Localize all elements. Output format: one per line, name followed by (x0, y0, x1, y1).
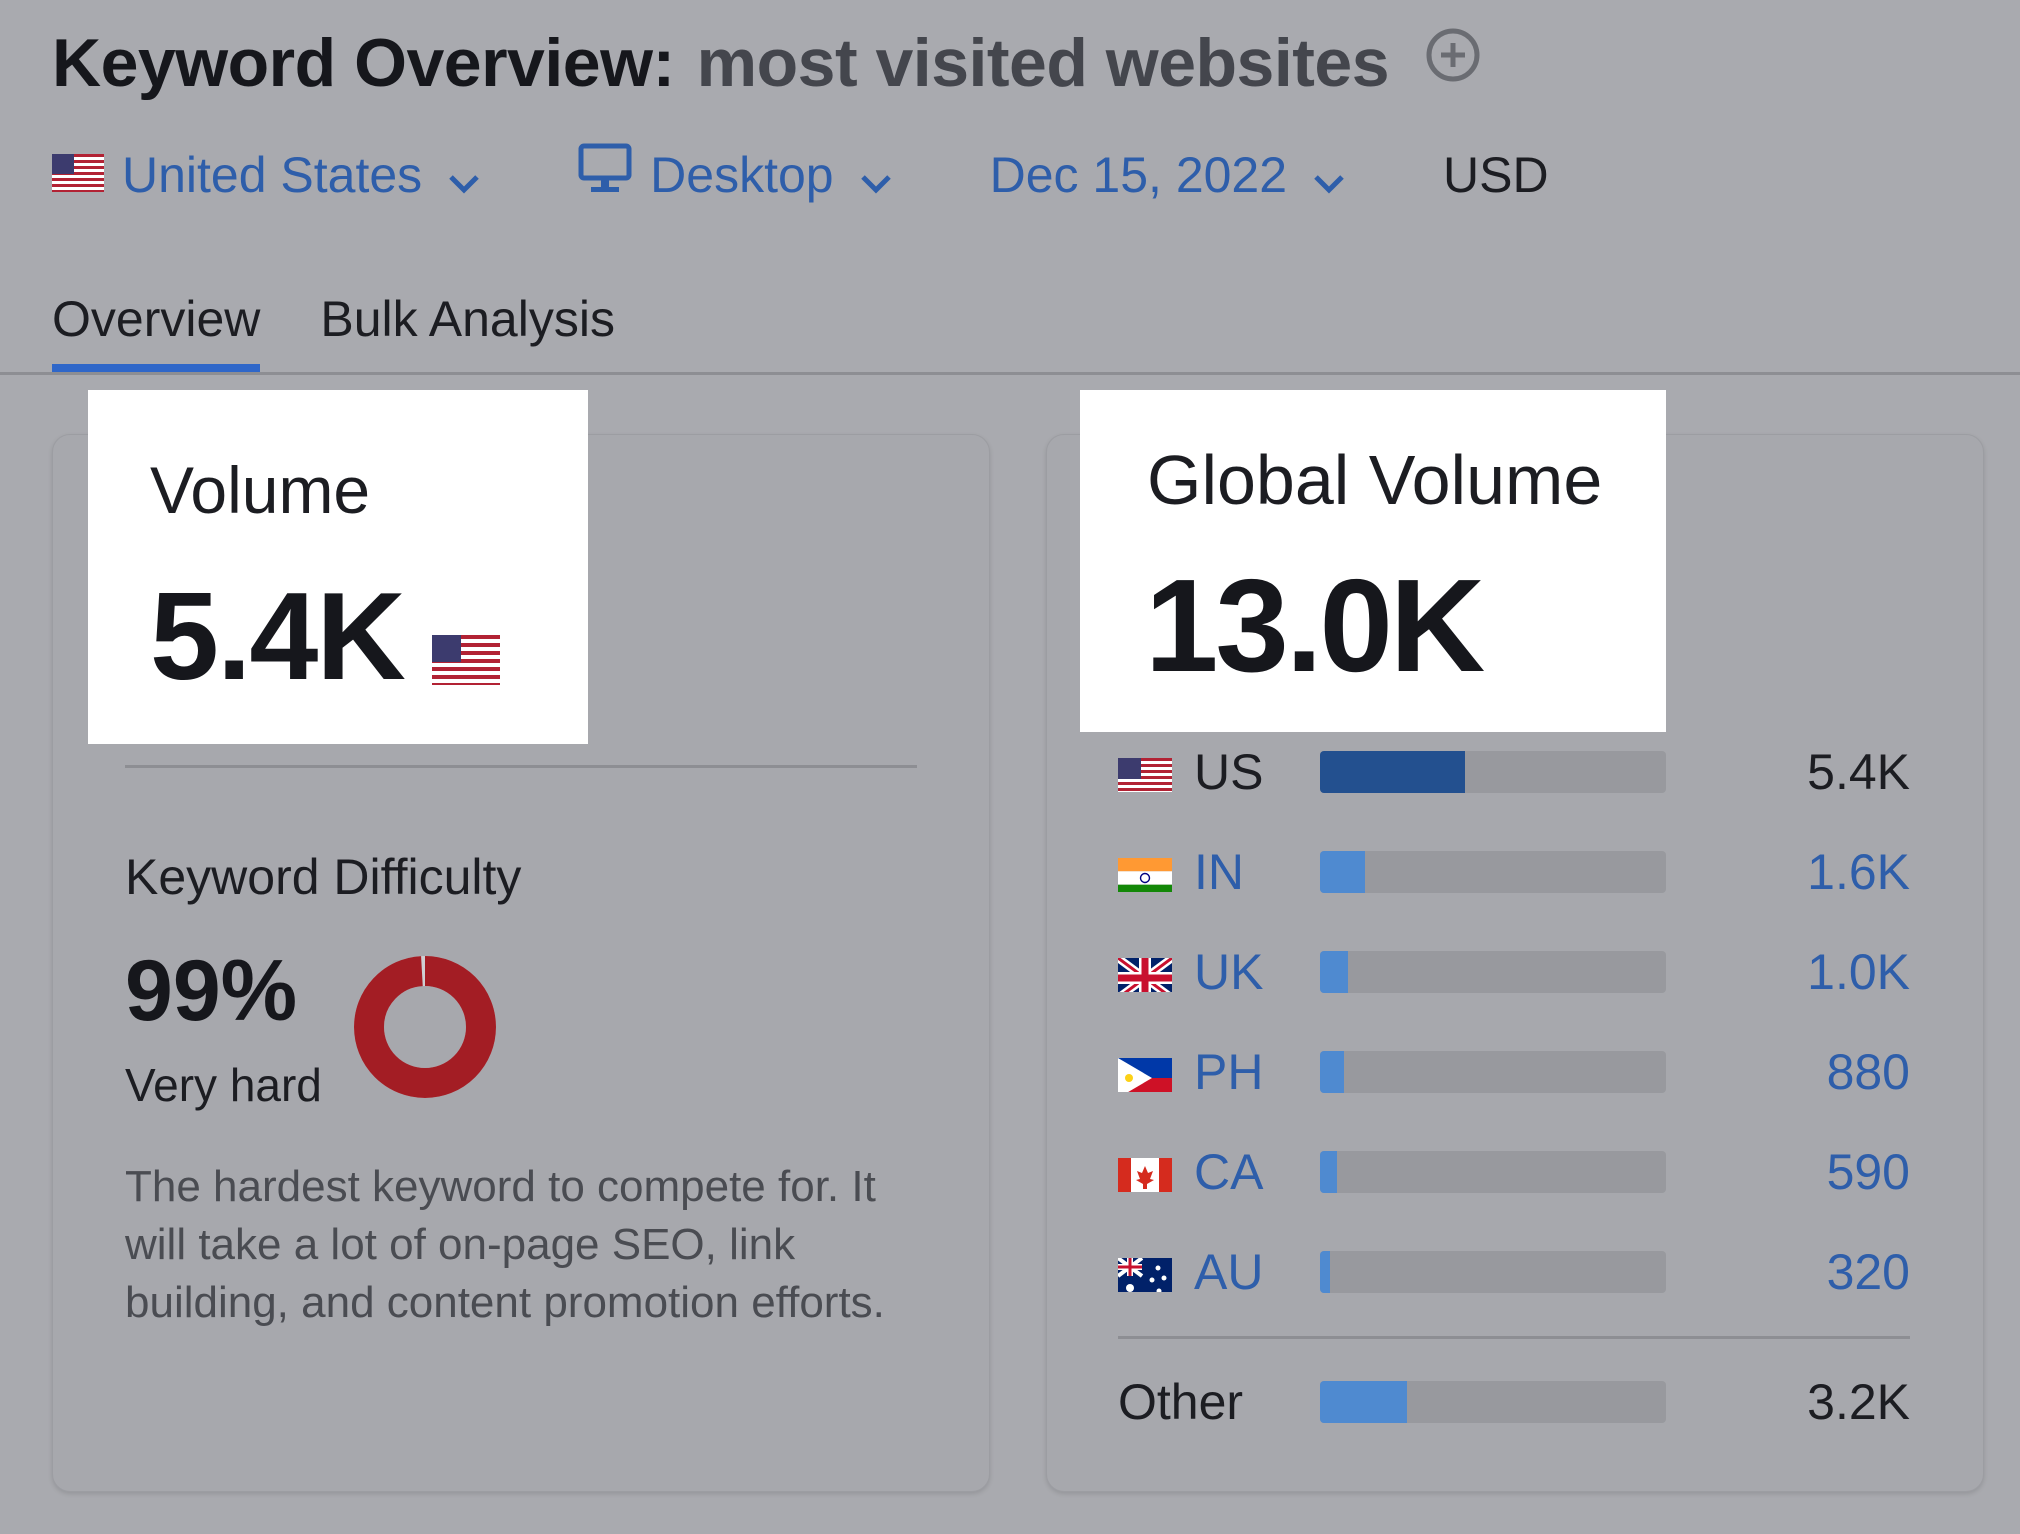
philippines-flag-icon (1118, 1052, 1172, 1092)
chevron-down-icon (858, 149, 894, 207)
country-code[interactable]: PH (1194, 1044, 1264, 1100)
difficulty-donut (350, 952, 500, 1107)
volume-bar-fill (1320, 1151, 1338, 1193)
device-label: Desktop (650, 147, 834, 203)
us-flag-icon (52, 146, 104, 204)
volume-bar-fill (1320, 751, 1466, 793)
volume-number: 5.4K (150, 568, 406, 706)
country-row-au[interactable]: AU 320 (1118, 1242, 1910, 1302)
volume-bar (1320, 1251, 1666, 1293)
volume-bar-fill (1320, 1251, 1331, 1293)
uk-flag-icon (1118, 952, 1172, 992)
chevron-down-icon (1311, 149, 1347, 207)
filter-bar: United States Desktop Dec 15, 2022 USD (52, 140, 1549, 210)
tab-divider (0, 372, 2020, 375)
country-code[interactable]: CA (1194, 1144, 1264, 1200)
volume-bar (1320, 751, 1666, 793)
volume-value: 5.4K (150, 560, 500, 714)
volume-bar-fill (1320, 951, 1348, 993)
volume-bar (1320, 951, 1666, 993)
volume-bar (1320, 1151, 1666, 1193)
tab-overview[interactable]: Overview (52, 290, 261, 372)
country-row-other: Other 3.2K (1118, 1372, 1910, 1432)
date-label: Dec 15, 2022 (989, 147, 1288, 203)
volume-bar-fill (1320, 1051, 1345, 1093)
country-volume: 5.4K (1807, 744, 1910, 800)
country-row-us[interactable]: US 5.4K (1118, 742, 1910, 802)
divider (1118, 1336, 1910, 1339)
volume-label: Volume (150, 453, 371, 527)
volume-highlight (88, 390, 588, 744)
date-selector[interactable]: Dec 15, 2022 (990, 143, 1347, 207)
country-row-ph[interactable]: PH 880 (1118, 1042, 1910, 1102)
keyword-difficulty-rating: Very hard (125, 1059, 322, 1111)
country-code[interactable]: UK (1194, 944, 1264, 1000)
country-row-in[interactable]: IN 1.6K (1118, 842, 1910, 902)
global-volume-highlight (1080, 390, 1666, 732)
country-label: United States (122, 147, 423, 203)
us-flag-icon (431, 572, 500, 714)
tab-bulk-analysis[interactable]: Bulk Analysis (320, 291, 615, 347)
country-volume[interactable]: 590 (1826, 1144, 1910, 1200)
australia-flag-icon (1118, 1252, 1172, 1292)
us-flag-icon (1118, 752, 1172, 792)
page-title: Keyword Overview: most visited websites (52, 24, 1483, 102)
device-selector[interactable]: Desktop (578, 143, 893, 207)
volume-bar (1320, 851, 1666, 893)
volume-bar-fill (1320, 1381, 1407, 1423)
country-volume[interactable]: 1.0K (1807, 944, 1910, 1000)
country-selector[interactable]: United States (52, 143, 482, 207)
plus-circle-icon[interactable] (1423, 23, 1483, 101)
country-volume[interactable]: 880 (1826, 1044, 1910, 1100)
other-volume: 3.2K (1807, 1374, 1910, 1430)
country-row-uk[interactable]: UK 1.0K (1118, 942, 1910, 1002)
title-prefix: Keyword Overview: (52, 25, 675, 101)
country-code[interactable]: AU (1194, 1244, 1264, 1300)
keyword-difficulty-description: The hardest keyword to compete for. It w… (125, 1162, 885, 1327)
global-volume-label: Global Volume (1147, 441, 1603, 519)
global-volume-value: 13.0K (1145, 552, 1485, 699)
divider (125, 765, 917, 768)
canada-flag-icon (1118, 1152, 1172, 1192)
volume-bar (1320, 1381, 1666, 1423)
india-flag-icon (1118, 852, 1172, 892)
chevron-down-icon (446, 149, 482, 207)
country-volume[interactable]: 320 (1826, 1244, 1910, 1300)
country-code: US (1194, 744, 1264, 800)
country-volume[interactable]: 1.6K (1807, 844, 1910, 900)
keyword-difficulty-value: 99% (125, 943, 298, 1039)
country-row-ca[interactable]: CA 590 (1118, 1142, 1910, 1202)
currency-label[interactable]: USD (1443, 147, 1549, 203)
keyword-difficulty-label: Keyword Difficulty (125, 849, 522, 905)
volume-bar-fill (1320, 851, 1365, 893)
volume-bar (1320, 1051, 1666, 1093)
tab-bar: Overview Bulk Analysis (52, 290, 675, 372)
other-label: Other (1118, 1374, 1244, 1430)
keyword-text: most visited websites (696, 25, 1390, 101)
country-code[interactable]: IN (1194, 844, 1244, 900)
desktop-icon (578, 143, 632, 207)
